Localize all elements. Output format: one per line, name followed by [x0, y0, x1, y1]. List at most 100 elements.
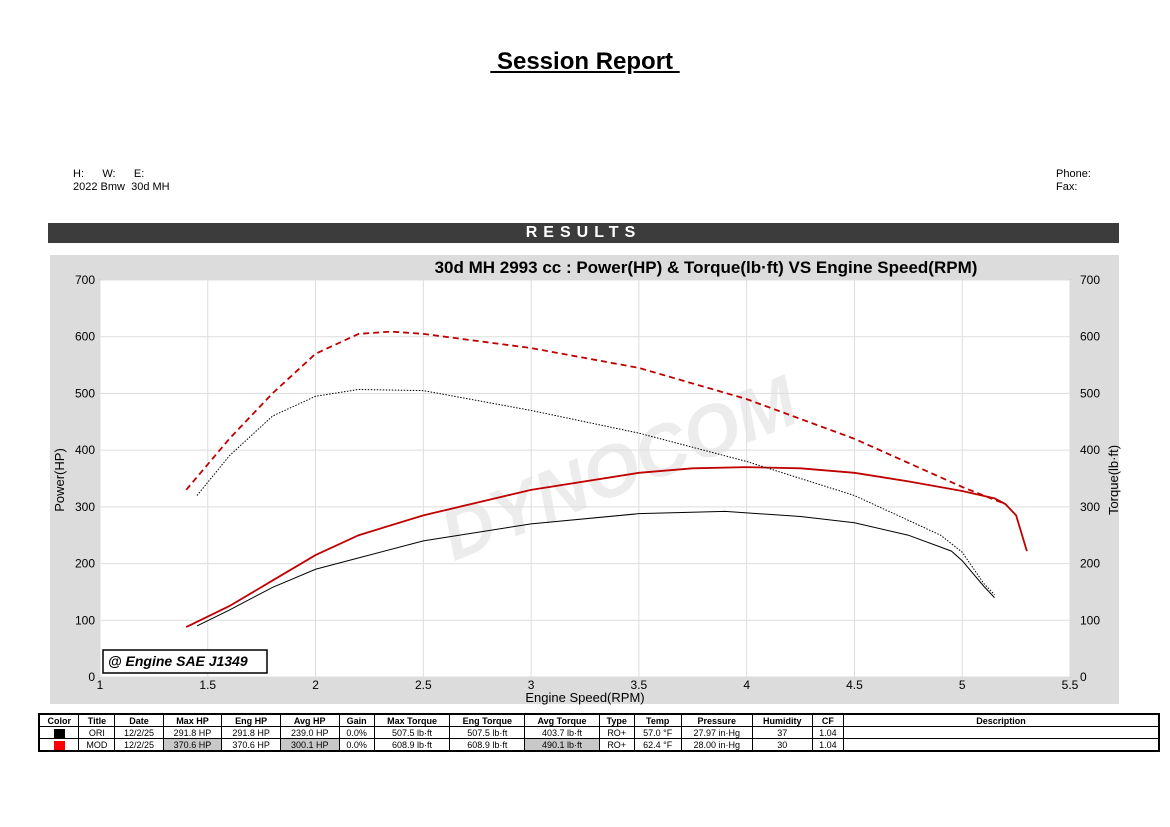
- column-header: Temp: [633, 713, 682, 727]
- table-cell: 28.00 in·Hg: [680, 738, 753, 752]
- x-tick-label: 1.5: [199, 678, 216, 692]
- column-header: Date: [114, 713, 164, 727]
- table-header-row: Color Title Date Max HP Eng HP Avg HP Gain Max …: [38, 713, 1160, 727]
- column-header: Avg Torque: [524, 713, 600, 727]
- column-header: Description: [843, 713, 1160, 727]
- annotation-box: [102, 649, 268, 674]
- y-tick-label-left: 100: [75, 613, 95, 627]
- color-swatch-cell: [38, 738, 80, 752]
- y-tick-label-right: 100: [1080, 613, 1100, 627]
- table-cell: 12/2/25: [114, 738, 164, 752]
- y-tick-label-left: 500: [75, 386, 95, 400]
- x-tick-label: 3: [528, 678, 535, 692]
- column-header: Eng Torque: [449, 713, 526, 727]
- results-banner: RESULTS: [48, 223, 1119, 243]
- y-tick-label-left: 400: [75, 443, 95, 457]
- table-cell: RO+: [598, 738, 635, 752]
- table-cell: 608.9 lb·ft: [373, 738, 451, 752]
- y-tick-label-left: 600: [75, 330, 95, 344]
- column-header: Humidity: [751, 713, 813, 727]
- series-line-ori-torque: [196, 388, 995, 596]
- table-cell: 490.1 lb·ft: [524, 738, 600, 752]
- x-axis-label: Engine Speed(RPM): [525, 690, 644, 705]
- report-title-text: Session Report: [490, 48, 680, 75]
- results-table: Color Title Date Max HP Eng HP Avg HP Gain Max …: [38, 713, 1160, 752]
- x-tick-label: 5: [959, 678, 966, 692]
- table-cell: MOD: [78, 738, 116, 752]
- x-tick-label: 4.5: [846, 678, 863, 692]
- x-tick-label: 5.5: [1062, 678, 1079, 692]
- column-header: Pressure: [680, 713, 753, 727]
- x-tick-label: 3.5: [631, 678, 648, 692]
- column-header: Color: [38, 713, 80, 727]
- annotation-label: @ Engine SAE J1349: [108, 653, 248, 669]
- column-header: Eng HP: [221, 713, 281, 727]
- table-cell: 30: [751, 738, 813, 752]
- y-tick-label-right: 300: [1080, 500, 1100, 514]
- y-tick-label-left: 200: [75, 557, 95, 571]
- table-cell: 1.04: [811, 738, 845, 752]
- table-cell: 507.5 lb·ft: [373, 726, 451, 739]
- table-cell: 291.8 HP: [162, 726, 223, 739]
- series-line-mod-power: [185, 466, 1028, 628]
- table-cell: 1.04: [811, 726, 845, 739]
- y-tick-label-right: 700: [1080, 273, 1100, 287]
- table-cell: 507.5 lb·ft: [449, 726, 526, 739]
- table-cell: 608.9 lb·ft: [449, 738, 526, 752]
- phone-label: Phone:: [1056, 168, 1091, 180]
- y-tick-label-left: 0: [88, 670, 95, 684]
- table-cell: 403.7 lb·ft: [524, 726, 600, 739]
- x-tick-label: 2.5: [415, 678, 432, 692]
- table-cell: 291.8 HP: [221, 726, 281, 739]
- x-tick-label: 1: [97, 678, 104, 692]
- table-cell: [843, 726, 1160, 739]
- y-tick-label-right: 200: [1080, 557, 1100, 571]
- y-axis-label-left: Power(HP): [52, 448, 67, 512]
- y-tick-label-left: 300: [75, 500, 95, 514]
- table-cell: 57.0 °F: [633, 726, 682, 739]
- contact-info: Phone: Fax:: [1056, 168, 1091, 194]
- series-line-ori-power: [196, 510, 995, 627]
- table-row: MOD 12/2/25 370.6 HP 370.6 HP 300.1 HP 0.0% 60…: [38, 738, 1160, 752]
- column-header: Type: [598, 713, 635, 727]
- table-cell: 300.1 HP: [279, 738, 340, 752]
- x-tick-label: 4: [743, 678, 750, 692]
- column-header: Max Torque: [373, 713, 451, 727]
- table-cell: [843, 738, 1160, 752]
- table-cell: 370.6 HP: [162, 738, 223, 752]
- table-cell: 370.6 HP: [221, 738, 281, 752]
- table-row: ORI 12/2/25 291.8 HP 291.8 HP 239.0 HP 0.0% 50…: [38, 726, 1160, 739]
- color-swatch-cell: [38, 726, 80, 739]
- table-cell: RO+: [598, 726, 635, 739]
- table-cell: 62.4 °F: [633, 738, 682, 752]
- x-tick-label: 2: [312, 678, 319, 692]
- table-cell: 37: [751, 726, 813, 739]
- table-cell: 12/2/25: [114, 726, 164, 739]
- y-tick-label-right: 400: [1080, 443, 1100, 457]
- y-tick-label-right: 600: [1080, 330, 1100, 344]
- report-title: Session Report: [0, 48, 1170, 76]
- color-swatch: [53, 728, 65, 738]
- y-tick-label-right: 500: [1080, 386, 1100, 400]
- vehicle-dims: H: W: E:: [73, 168, 145, 180]
- table-cell: 0.0%: [338, 726, 375, 739]
- column-header: Gain: [338, 713, 375, 727]
- fax-label: Fax:: [1056, 181, 1078, 193]
- column-header: Avg HP: [279, 713, 340, 727]
- table-cell: ORI: [78, 726, 116, 739]
- column-header: CF: [811, 713, 845, 727]
- y-tick-label-right: 0: [1080, 670, 1087, 684]
- y-tick-label-left: 700: [75, 273, 95, 287]
- column-header: Title: [78, 713, 116, 727]
- table-cell: 27.97 in·Hg: [680, 726, 753, 739]
- series-line-mod-torque: [185, 330, 1006, 505]
- chart-title: 30d MH 2993 cc : Power(HP) & Torque(lb·f…: [435, 258, 978, 277]
- plot-area: [99, 279, 1071, 678]
- table-cell: 239.0 HP: [279, 726, 340, 739]
- vehicle-name: 2022 Bmw 30d MH: [73, 181, 170, 193]
- color-swatch: [53, 740, 65, 750]
- table-cell: 0.0%: [338, 738, 375, 752]
- vehicle-info: H: W: E: 2022 Bmw 30d MH: [73, 168, 170, 194]
